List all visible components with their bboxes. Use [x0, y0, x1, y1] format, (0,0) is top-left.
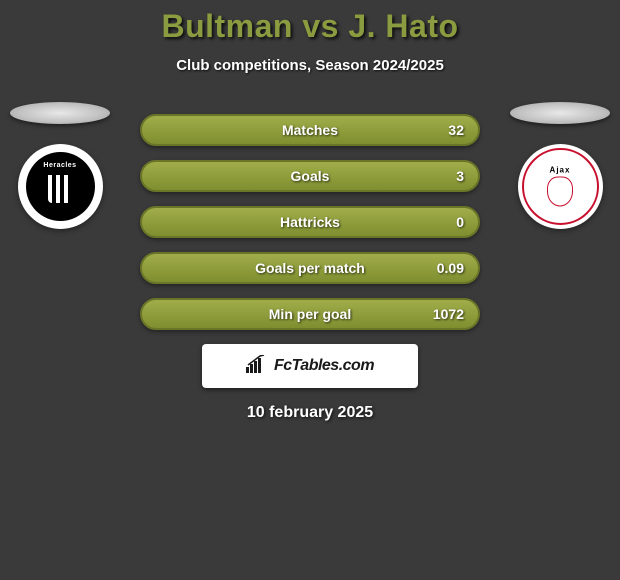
ajax-label: Ajax	[547, 165, 573, 174]
content-area: Heracles Ajax Matches 32	[0, 114, 620, 422]
season-subtitle: Club competitions, Season 2024/2025	[0, 57, 620, 74]
club-crest-left: Heracles	[10, 144, 110, 229]
stat-label: Min per goal	[269, 306, 351, 322]
stat-value-right: 0	[456, 214, 464, 230]
comparison-title: Bultman vs J. Hato	[0, 8, 620, 45]
stat-value-right: 1072	[433, 306, 464, 322]
club-crest-right: Ajax	[510, 144, 610, 229]
stat-value-right: 3	[456, 168, 464, 184]
widget-container: Bultman vs J. Hato Club competitions, Se…	[0, 0, 620, 422]
heracles-crest-icon: Heracles	[18, 144, 103, 229]
stats-list: Matches 32 Goals 3 Hattricks 0 Goals per…	[140, 114, 480, 330]
player-right-photo-placeholder	[510, 102, 610, 124]
heracles-label: Heracles	[43, 162, 76, 169]
player-left-column: Heracles	[10, 102, 110, 229]
brand-text: FcTables.com	[274, 357, 374, 375]
stat-label: Hattricks	[280, 214, 340, 230]
stat-value-right: 0.09	[437, 260, 464, 276]
brand-link[interactable]: FcTables.com	[202, 344, 418, 388]
stat-row-matches: Matches 32	[140, 114, 480, 146]
bar-chart-icon	[246, 355, 268, 378]
stat-row-min-per-goal: Min per goal 1072	[140, 298, 480, 330]
stat-row-goals: Goals 3	[140, 160, 480, 192]
stat-label: Goals per match	[255, 260, 365, 276]
update-date: 10 february 2025	[0, 404, 620, 422]
stat-label: Matches	[282, 122, 338, 138]
player-right-column: Ajax	[510, 102, 610, 229]
stat-label: Goals	[291, 168, 330, 184]
stat-row-goals-per-match: Goals per match 0.09	[140, 252, 480, 284]
stat-row-hattricks: Hattricks 0	[140, 206, 480, 238]
stat-value-right: 32	[448, 122, 464, 138]
ajax-head-icon	[547, 176, 573, 206]
player-left-photo-placeholder	[10, 102, 110, 124]
ajax-crest-icon: Ajax	[518, 144, 603, 229]
heracles-stripes-icon	[48, 175, 72, 203]
